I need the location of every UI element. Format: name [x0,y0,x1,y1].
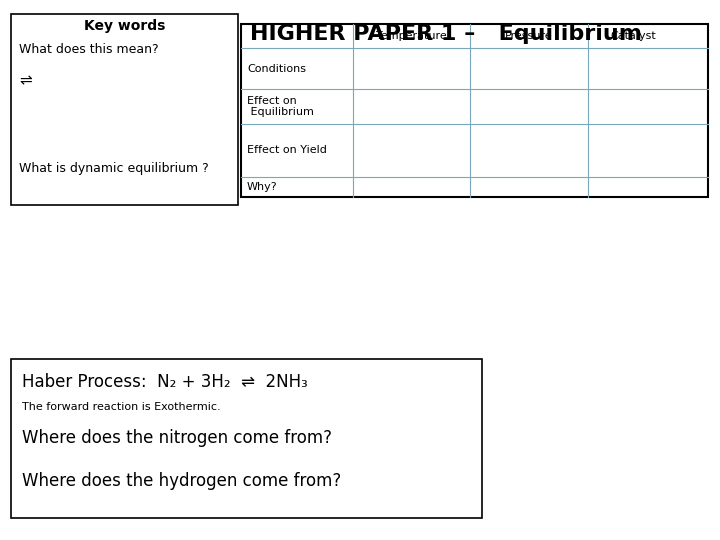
Text: Effect on
 Equilibrium: Effect on Equilibrium [247,96,314,117]
Text: Conditions: Conditions [247,64,306,74]
Text: Key words: Key words [84,19,165,33]
Text: The forward reaction is Exothermic.: The forward reaction is Exothermic. [22,402,220,413]
Text: HIGHER PAPER 1 –   Equilibrium: HIGHER PAPER 1 – Equilibrium [251,24,642,44]
Text: What is dynamic equilibrium ?: What is dynamic equilibrium ? [19,162,210,175]
Text: What does this mean?: What does this mean? [19,43,159,56]
FancyBboxPatch shape [11,14,238,205]
Text: Where does the nitrogen come from?: Where does the nitrogen come from? [22,429,332,447]
FancyBboxPatch shape [11,359,482,518]
Text: ⇌: ⇌ [19,73,32,88]
FancyBboxPatch shape [241,24,708,197]
Text: Why?: Why? [247,182,278,192]
Text: Where does the hydrogen come from?: Where does the hydrogen come from? [22,472,341,490]
Text: Pressure: Pressure [505,31,553,42]
Text: Temperature: Temperature [376,31,447,42]
Text: Catalyst: Catalyst [611,31,656,42]
Text: Effect on Yield: Effect on Yield [247,145,327,156]
Text: Haber Process:  N₂ + 3H₂  ⇌  2NH₃: Haber Process: N₂ + 3H₂ ⇌ 2NH₃ [22,373,307,390]
